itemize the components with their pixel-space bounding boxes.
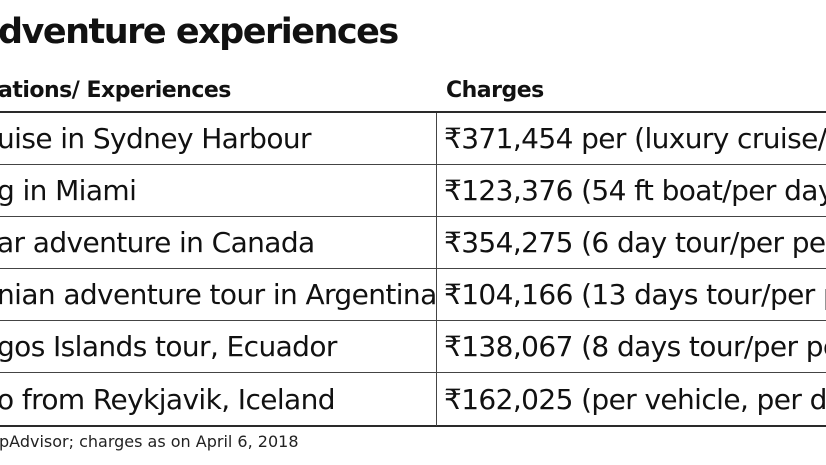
source-note: pAdvisor; charges as on April 6, 2018 [0, 432, 299, 451]
charge-cell: ₹104,166 (13 days tour/per p [444, 278, 826, 311]
destination-cell: ar adventure in Canada [0, 226, 315, 259]
destination-cell: o from Reykjavik, Iceland [0, 382, 336, 416]
table-row: ar adventure in Canada ₹354,275 (6 day t… [0, 217, 826, 269]
charge-cell: ₹354,275 (6 day tour/per per [444, 226, 826, 259]
column-header-destination: ations/ Experiences [0, 78, 231, 103]
table-row: nian adventure tour in Argentina ₹104,16… [0, 269, 826, 321]
destination-cell: g in Miami [0, 174, 137, 207]
column-header-charges: Charges [446, 78, 544, 103]
destination-cell: gos Islands tour, Ecuador [0, 330, 337, 363]
table-row: g in Miami ₹123,376 (54 ft boat/per day [0, 165, 826, 217]
destination-cell: nian adventure tour in Argentina [0, 278, 437, 311]
header-divider [0, 111, 826, 113]
column-divider [436, 113, 437, 426]
charges-table: uise in Sydney Harbour ₹371,454 per (lux… [0, 113, 826, 427]
table-row: uise in Sydney Harbour ₹371,454 per (lux… [0, 113, 826, 165]
table-row: gos Islands tour, Ecuador ₹138,067 (8 da… [0, 321, 826, 373]
charge-cell: ₹371,454 per (luxury cruise/p [444, 122, 826, 155]
charge-cell: ₹138,067 (8 days tour/per pe [444, 330, 826, 363]
charge-cell: ₹162,025 (per vehicle, per da [444, 382, 826, 416]
table-title: dventure experiences [0, 12, 399, 52]
charge-cell: ₹123,376 (54 ft boat/per day [444, 174, 826, 207]
destination-cell: uise in Sydney Harbour [0, 122, 312, 155]
table-row: o from Reykjavik, Iceland ₹162,025 (per … [0, 373, 826, 427]
